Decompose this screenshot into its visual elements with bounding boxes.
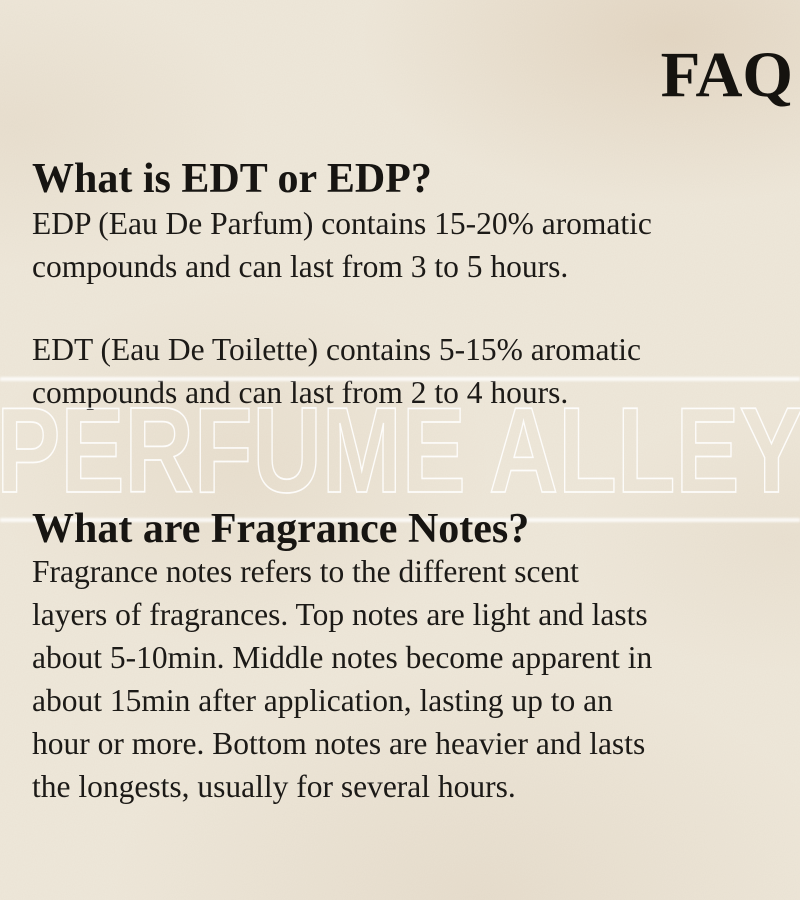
- svg-text:PERFUME ALLEY: PERFUME ALLEY: [0, 383, 800, 519]
